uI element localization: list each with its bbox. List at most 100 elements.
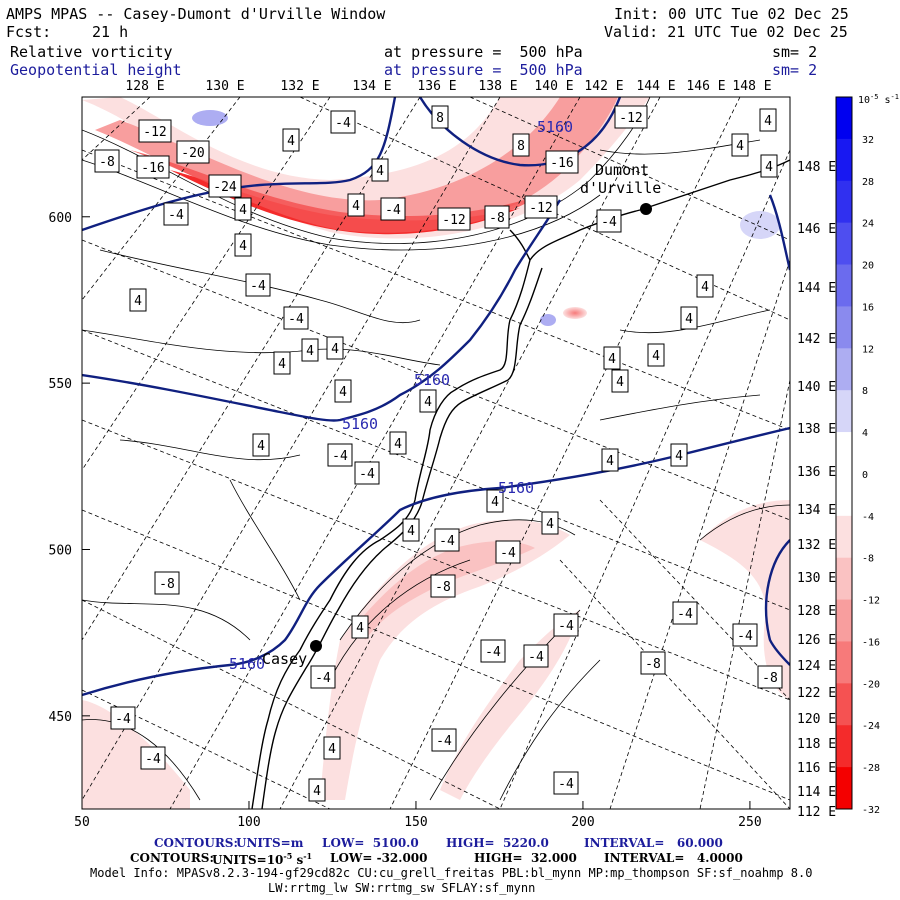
svg-text:-4: -4: [288, 312, 304, 327]
vorticity-label: 4: [308, 778, 326, 802]
right-lat-label: 144 E: [797, 281, 836, 296]
top-lon-label: 144 E: [636, 79, 675, 94]
colorbar-swatch: [836, 306, 852, 349]
positive-vort-blob: [192, 110, 228, 126]
vorticity-label: 4: [252, 433, 270, 457]
svg-text:-20: -20: [181, 146, 204, 161]
vorticity-label: 4: [603, 346, 621, 370]
right-lat-label: 126 E: [797, 633, 836, 648]
grid-line: [82, 329, 790, 611]
right-lat-label: 140 E: [797, 380, 836, 395]
grid-line: [82, 599, 501, 809]
vorticity-band-top-mid: [95, 97, 618, 234]
top-longitude-labels: 128 E 130 E 132 E 134 E 136 E 138 E 140 E 142 E…: [125, 79, 771, 94]
svg-text:4: 4: [491, 495, 499, 510]
top-lon-label: 136 E: [417, 79, 456, 94]
vorticity-label: -4: [283, 306, 309, 330]
vorticity-label: 4: [351, 615, 369, 639]
grid-line: [82, 509, 790, 801]
y-tick-label: 500: [49, 543, 72, 558]
init-time: Init: 00 UTC Tue 02 Dec 25: [614, 5, 849, 23]
colorbar-level: -4: [862, 512, 874, 523]
vorticity-label: -12: [614, 105, 648, 129]
right-lat-label: 120 E: [797, 712, 836, 727]
svg-text:4: 4: [407, 524, 415, 539]
colorbar-level: -28: [862, 763, 880, 774]
colorbar-swatch: [836, 180, 852, 224]
x-tick-label: 50: [74, 815, 90, 830]
station-label-line2: d'Urville: [580, 179, 661, 197]
vorticity-label: 4: [601, 448, 619, 472]
svg-text:4: 4: [278, 357, 286, 372]
grid-line: [599, 499, 790, 701]
svg-text:4: 4: [675, 449, 683, 464]
top-lon-label: 146 E: [686, 79, 725, 94]
forecast-label: Fcst:: [6, 23, 52, 41]
svg-text:4: 4: [313, 784, 321, 799]
valid-time: Valid: 21 UTC Tue 02 Dec 25: [604, 23, 848, 41]
colorbar-swatch: [836, 138, 852, 182]
svg-text:4: 4: [331, 342, 339, 357]
vort-contour-interval: INTERVAL= 4.0000: [604, 851, 743, 865]
top-lon-label: 148 E: [732, 79, 771, 94]
vorticity-label: -16: [545, 150, 579, 174]
vorticity-label: 4: [419, 389, 437, 413]
vorticity-label: 4: [731, 133, 749, 157]
grid-line: [699, 379, 790, 809]
right-lat-label: 114 E: [797, 785, 836, 800]
field2-pressure: at pressure = 500 hPa: [384, 61, 583, 79]
svg-text:-4: -4: [315, 671, 331, 686]
vorticity-label: 4: [347, 193, 365, 217]
svg-text:8: 8: [436, 111, 444, 126]
vorticity-label: -4: [434, 528, 460, 552]
top-lon-label: 140 E: [534, 79, 573, 94]
top-lon-label: 132 E: [280, 79, 319, 94]
vort-contour-high: HIGH= 32.000: [474, 851, 577, 865]
vorticity-label: -4: [596, 209, 622, 233]
vorticity-label: -8: [94, 149, 120, 173]
right-lat-label: 130 E: [797, 571, 836, 586]
colorbar-frame: [835, 96, 853, 810]
svg-text:-4: -4: [335, 116, 351, 131]
vorticity-label: 4: [273, 351, 291, 375]
top-lon-label: 128 E: [125, 79, 164, 94]
colorbar-unit: 10-5 s-1: [858, 93, 899, 106]
colorbar-level: 8: [862, 386, 868, 397]
grid-line: [469, 97, 790, 241]
svg-text:4: 4: [352, 199, 360, 214]
svg-text:-4: -4: [385, 203, 401, 218]
vorticity-label: 4: [323, 736, 341, 760]
vorticity-label: 4: [486, 489, 504, 513]
vorticity-label: -8: [430, 574, 456, 598]
height-contour-high: HIGH= 5220.0: [446, 836, 549, 850]
vorticity-labels: -12 -8 -16 -20 -24 -4 4 4 4 -4 4 8 8 -12 -16 -12 -8 -12 4 -…: [94, 105, 783, 802]
vorticity-label: -12: [138, 119, 172, 143]
grid-line: [499, 149, 790, 809]
svg-text:4: 4: [239, 239, 247, 254]
vorticity-label: -4: [163, 202, 189, 226]
svg-text:-16: -16: [550, 156, 573, 171]
coastline: [251, 159, 790, 809]
right-lat-label: 112 E: [797, 805, 836, 820]
colorbar-swatch: [836, 348, 852, 391]
right-lat-label: 132 E: [797, 538, 836, 553]
grid-line: [82, 97, 331, 471]
height-label: 5160: [414, 371, 450, 389]
grid-line: [82, 97, 501, 801]
colorbar-level: 24: [862, 219, 874, 230]
svg-text:-4: -4: [677, 607, 693, 622]
height-label: 5160: [498, 479, 534, 497]
vorticity-label: -4: [380, 197, 406, 221]
vorticity-label: 4: [129, 288, 147, 312]
colorbar-swatch: [836, 515, 852, 559]
svg-text:-8: -8: [489, 211, 505, 226]
colorbar-level: -32: [862, 805, 880, 816]
svg-text:4: 4: [616, 375, 624, 390]
station-label: Casey: [262, 650, 307, 668]
colorbar-level: -8: [862, 554, 874, 565]
svg-text:-12: -12: [442, 213, 465, 228]
station-casey: Casey: [262, 640, 322, 668]
svg-text:4: 4: [546, 517, 554, 532]
svg-text:-4: -4: [601, 215, 617, 230]
right-lat-label: 136 E: [797, 465, 836, 480]
